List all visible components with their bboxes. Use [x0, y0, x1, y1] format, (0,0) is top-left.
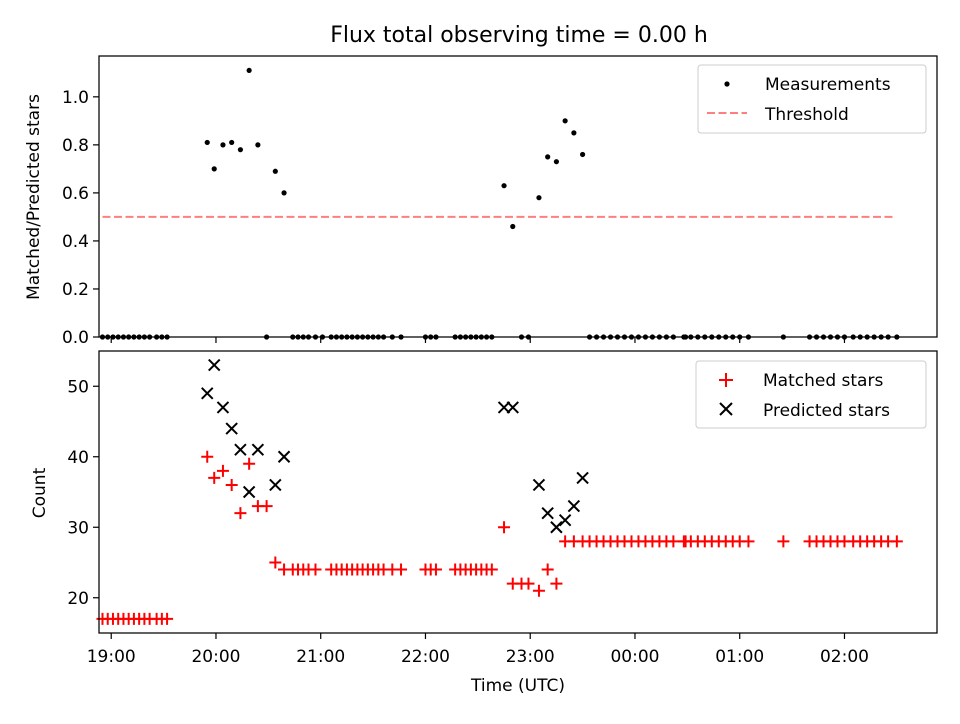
threshold-legend-label: Threshold — [764, 105, 849, 125]
x-tick-label: 19:00 — [87, 647, 136, 667]
ratio-y-axis-label: Matched/Predicted stars — [24, 94, 44, 300]
predicted-star-point — [225, 422, 238, 435]
predicted-star-point — [201, 387, 214, 400]
count-y-ticks: 20 30 40 50 — [67, 377, 99, 609]
ratio-legend-box — [697, 64, 927, 134]
ratio-y-tick-label: 1.0 — [62, 88, 89, 108]
matched-star-point — [395, 563, 408, 576]
measurement-point — [237, 147, 244, 153]
x-tick-label: 20:00 — [191, 647, 240, 667]
predicted-star-point — [558, 513, 572, 527]
ratio-y-ticks: 0.0 0.2 0.4 0.6 0.8 1.0 — [62, 88, 99, 348]
matched-star-point — [161, 612, 174, 625]
matched-star-point — [485, 563, 498, 576]
measurement-point — [204, 139, 210, 146]
predicted-stars-legend-label: Predicted stars — [763, 401, 890, 421]
predicted-star-point — [506, 401, 519, 414]
measurement-point — [579, 151, 586, 158]
count-y-tick-label: 30 — [67, 518, 89, 538]
measurement-point — [501, 183, 507, 189]
count-y-tick-label: 20 — [67, 589, 89, 609]
ratio-y-tick-label: 0.2 — [62, 280, 89, 300]
predicted-star-point — [277, 450, 291, 463]
x-axis-label: Time (UTC) — [470, 676, 565, 696]
predicted-star-point — [234, 443, 247, 456]
predicted-star-point — [532, 478, 546, 492]
measurement-point — [510, 223, 516, 230]
x-tick-label: 01:00 — [715, 647, 764, 667]
matched-star-point — [309, 563, 322, 576]
ratio-y-tick-label: 0.0 — [62, 328, 89, 348]
measurement-point — [272, 168, 278, 174]
predicted-star-point — [567, 499, 581, 513]
predicted-star-point — [550, 521, 563, 534]
predicted-star-point — [208, 358, 221, 372]
x-tick-label: 23:00 — [506, 647, 555, 667]
measurement-point — [562, 118, 568, 124]
x-tick-label: 22:00 — [401, 647, 450, 667]
measurement-point — [553, 159, 560, 165]
matched-star-point — [243, 457, 256, 470]
predicted-star-point — [576, 471, 589, 485]
matched-stars-legend-marker — [719, 373, 733, 387]
matched-star-point — [541, 563, 554, 576]
ratio-axes-frame — [98, 55, 938, 338]
matched-star-point — [498, 521, 511, 534]
ratio-y-tick-label: 0.8 — [62, 136, 89, 156]
measurement-point — [229, 139, 235, 146]
count-y-tick-label: 40 — [67, 448, 89, 468]
count-y-axis-label: Count — [30, 467, 50, 518]
measurement-point — [246, 67, 252, 74]
ratio-panel: 0.0 0.2 0.4 0.6 0.8 1.0 Matched/Predicted sta… — [24, 55, 938, 348]
matched-star-point — [890, 535, 903, 548]
x-tick-label: 21:00 — [296, 647, 345, 667]
count-panel: 20 30 40 50 19:00 20:00 21:00 22:00 23:00 00:00 0… — [30, 350, 938, 696]
count-axes-frame — [98, 350, 938, 634]
matched-star-point — [234, 507, 247, 520]
measurement-point — [571, 130, 577, 136]
matched-star-point — [777, 535, 790, 548]
measurement-point — [281, 190, 287, 196]
ratio-legend: Measurements Threshold — [697, 64, 927, 134]
x-tick-label: 00:00 — [610, 647, 659, 667]
measurement-point — [545, 154, 551, 160]
matched-star-point — [532, 584, 545, 597]
matched-star-point — [216, 464, 229, 477]
matched-star-point — [550, 577, 563, 590]
predicted-star-point — [541, 506, 554, 520]
matched-star-point — [260, 500, 273, 513]
matched-star-point — [208, 471, 221, 484]
count-y-tick-label: 50 — [67, 377, 89, 397]
count-legend-box — [695, 360, 927, 429]
measurements-legend-marker — [724, 81, 730, 87]
predicted-star-point — [269, 478, 282, 492]
matched-star-point — [667, 535, 680, 548]
matched-stars-legend-label: Matched stars — [763, 371, 883, 391]
x-tick-label: 02:00 — [820, 647, 869, 667]
predicted-star-point — [251, 443, 265, 456]
matched-star-point — [742, 535, 755, 548]
count-x-ticks: 19:00 20:00 21:00 22:00 23:00 00:00 01:00 02:00 — [87, 633, 869, 667]
matched-star-point — [225, 478, 238, 491]
measurement-point — [255, 142, 261, 148]
count-legend: Matched stars Predicted stars — [695, 360, 927, 429]
matched-star-point — [429, 563, 442, 576]
ratio-y-tick-label: 0.4 — [62, 232, 89, 252]
predicted-stars-legend-marker — [719, 402, 733, 416]
measurement-point — [220, 142, 226, 148]
measurement-point — [211, 166, 217, 172]
figure-title: Flux total observing time = 0.00 h — [330, 23, 708, 48]
matched-star-point — [269, 556, 282, 569]
predicted-star-point — [216, 401, 230, 414]
ratio-y-tick-label: 0.6 — [62, 184, 89, 204]
matched-star-point — [522, 577, 535, 590]
measurements-legend-label: Measurements — [765, 75, 891, 95]
predicted-star-point — [242, 485, 256, 499]
matched-star-point — [201, 450, 214, 463]
count-plot-area — [96, 358, 903, 625]
ratio-x-ticks — [110, 337, 846, 343]
measurement-point — [536, 195, 542, 201]
